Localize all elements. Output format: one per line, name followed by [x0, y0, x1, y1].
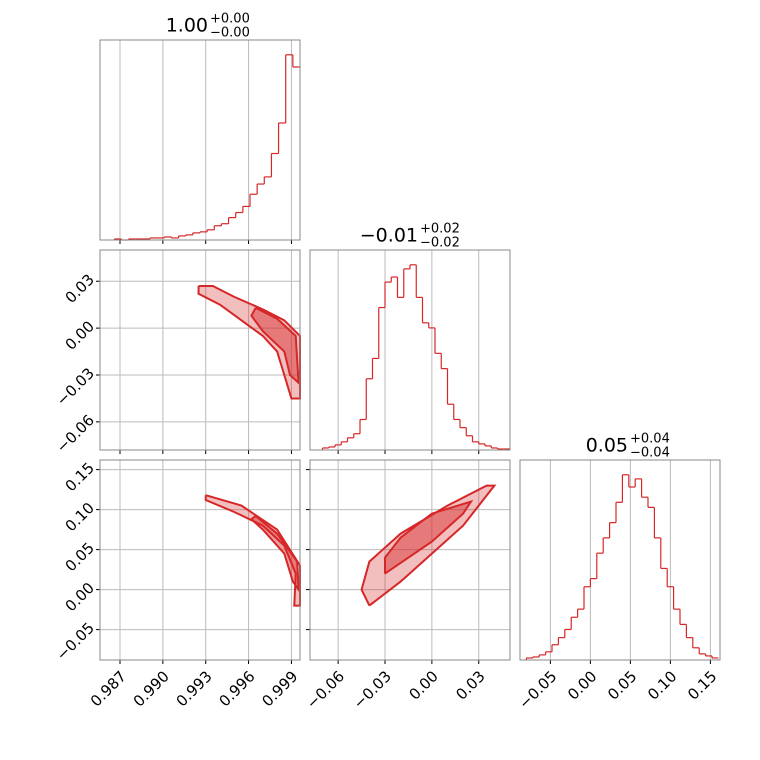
panel-frame [309, 459, 511, 661]
title-lower: −0.04 [630, 446, 670, 461]
x-tick-label: 0.996 [215, 667, 258, 710]
title-upper: +0.02 [420, 222, 460, 237]
x-tick-label: 0.987 [87, 667, 130, 710]
y-tick-label: 0.03 [62, 271, 98, 307]
y-tick-label: 0.10 [62, 499, 98, 535]
panel-frame [99, 39, 301, 241]
x-tick-label: 0.03 [452, 667, 488, 703]
panel-frame [519, 459, 721, 661]
y-tick-label: −0.03 [53, 364, 98, 409]
y-tick-label: 0.15 [62, 459, 98, 495]
panel-title: 1.00 [166, 15, 208, 37]
x-tick-label: 0.00 [406, 667, 442, 703]
x-tick-label: −0.03 [350, 667, 395, 712]
title-lower: −0.00 [210, 26, 250, 41]
panel-frame [309, 249, 511, 451]
x-tick-label: 0.00 [564, 667, 600, 703]
contour [384, 499, 474, 575]
y-tick-label: 0.00 [62, 579, 98, 615]
panel-title: 0.05 [586, 435, 628, 457]
contour [197, 284, 301, 400]
title-upper: +0.04 [630, 432, 670, 447]
contour [249, 515, 300, 593]
x-tick-label: 0.15 [684, 667, 720, 703]
title-upper: +0.00 [210, 12, 250, 27]
title-lower: −0.02 [420, 236, 460, 251]
y-tick-label: 0.00 [62, 317, 98, 353]
y-tick-label: −0.06 [53, 411, 98, 456]
x-tick-label: 0.05 [604, 667, 640, 703]
x-tick-label: −0.06 [303, 667, 348, 712]
x-tick-label: 0.999 [258, 667, 301, 710]
x-tick-label: −0.05 [515, 667, 560, 712]
panel-title: −0.01 [360, 225, 418, 247]
x-tick-label: 0.993 [173, 667, 216, 710]
y-tick-label: 0.05 [62, 539, 98, 575]
panel-frame [99, 459, 301, 661]
x-tick-label: 0.10 [644, 667, 680, 703]
x-tick-label: 0.990 [130, 667, 173, 710]
y-tick-label: −0.05 [53, 619, 98, 664]
panel-frame [99, 249, 301, 451]
contour [360, 484, 497, 607]
contour [250, 306, 300, 386]
